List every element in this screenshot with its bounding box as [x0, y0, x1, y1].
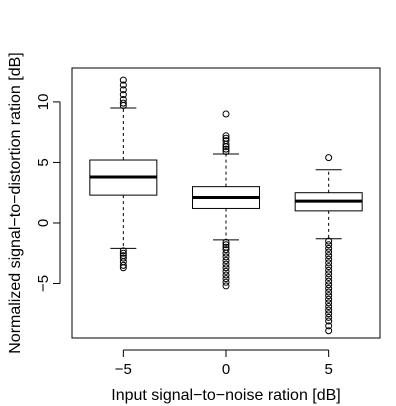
outlier-point — [325, 248, 333, 256]
outlier-point — [222, 238, 230, 246]
outlier-point — [222, 271, 230, 279]
outlier-point — [325, 292, 333, 300]
box-group — [192, 110, 260, 290]
y-axis: −5 0 5 10 — [35, 94, 61, 292]
box-group — [294, 154, 363, 335]
outlier-point — [325, 270, 333, 278]
outlier-point — [222, 246, 230, 254]
outlier-point — [325, 266, 333, 274]
x-tick-label: 5 — [324, 361, 332, 378]
outlier-point — [325, 281, 333, 289]
outlier-point — [222, 132, 230, 140]
outlier-point — [325, 277, 333, 285]
outlier-point — [325, 310, 333, 318]
x-axis-title: Input signal−to−noise ration [dB] — [111, 387, 341, 404]
box-group — [89, 76, 158, 272]
outlier-point — [325, 244, 333, 252]
outlier-point — [222, 249, 230, 257]
outlier-point — [325, 299, 333, 307]
outlier-point — [325, 252, 333, 260]
outlier-point — [119, 76, 127, 84]
outlier-point — [119, 261, 127, 269]
x-axis: −5 0 5 — [115, 349, 333, 378]
outlier-point — [222, 278, 230, 286]
outlier-point — [325, 255, 333, 263]
outlier-point — [325, 317, 333, 325]
y-axis-title: Normalized signal−to−distortion ration [… — [7, 52, 24, 354]
outlier-point — [222, 257, 230, 265]
outlier-point — [119, 91, 127, 99]
outlier-point — [325, 306, 333, 314]
outlier-point — [325, 259, 333, 267]
outlier-point — [222, 267, 230, 275]
outlier-point — [325, 303, 333, 311]
outlier-point — [222, 148, 230, 156]
outlier-point — [325, 273, 333, 281]
outlier-point — [222, 260, 230, 268]
outlier-point — [222, 241, 230, 249]
outlier-point — [325, 237, 333, 245]
outlier-point — [325, 288, 333, 296]
outlier-point — [222, 110, 230, 118]
outlier-point — [119, 99, 127, 107]
outlier-point — [119, 86, 127, 94]
outlier-point — [222, 253, 230, 261]
outlier-point — [119, 247, 127, 255]
outlier-point — [325, 313, 333, 321]
outlier-point — [325, 284, 333, 292]
outlier-point — [222, 282, 230, 290]
y-tick-label: 5 — [35, 158, 52, 166]
x-tick-label: 0 — [222, 361, 230, 378]
outlier-point — [325, 295, 333, 303]
outlier-point — [222, 145, 230, 153]
outlier-point — [119, 264, 127, 272]
outlier-point — [325, 327, 333, 335]
outlier-point — [325, 154, 333, 162]
y-tick-label: −5 — [35, 275, 52, 292]
y-tick-label: 0 — [35, 219, 52, 227]
y-tick-label: 10 — [35, 94, 52, 111]
outlier-point — [222, 143, 230, 151]
x-tick-label: −5 — [115, 361, 132, 378]
outlier-point — [119, 249, 127, 257]
outlier-point — [222, 264, 230, 272]
outlier-point — [119, 254, 127, 262]
outlier-point — [119, 81, 127, 89]
outlier-point — [325, 263, 333, 271]
plot-frame — [71, 67, 381, 339]
outlier-point — [222, 275, 230, 283]
outlier-point — [222, 140, 230, 148]
outlier-point — [119, 102, 127, 110]
outlier-point — [325, 322, 333, 330]
outlier-point — [325, 241, 333, 249]
boxes-group — [89, 76, 363, 335]
